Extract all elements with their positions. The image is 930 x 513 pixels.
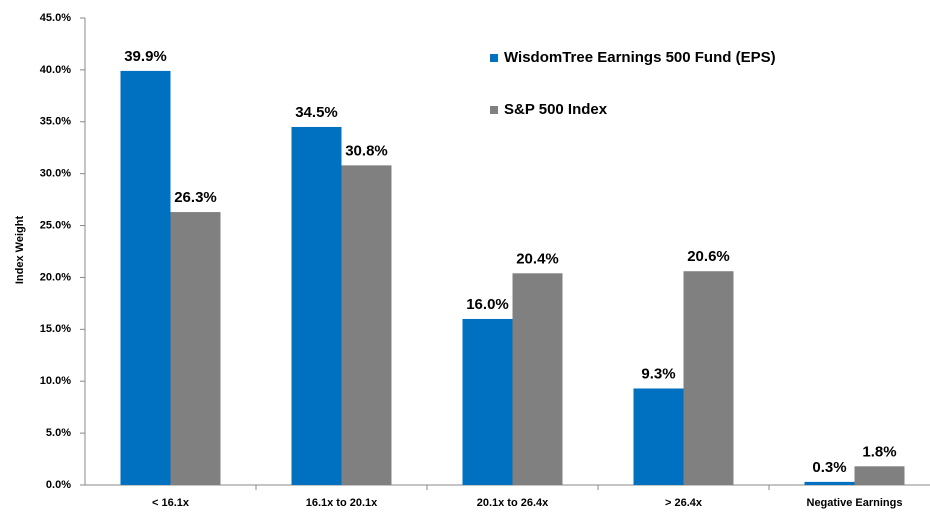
legend-label: WisdomTree Earnings 500 Fund (EPS) <box>504 49 776 66</box>
bar <box>341 165 392 485</box>
value-label: 0.3% <box>812 459 846 476</box>
value-label: 1.8% <box>862 443 896 460</box>
y-tick-label: 40.0% <box>40 64 71 76</box>
x-tick-label: < 16.1x <box>152 497 190 509</box>
value-label: 20.4% <box>516 250 559 267</box>
x-tick-label: > 26.4x <box>665 497 703 509</box>
value-label: 30.8% <box>345 142 388 159</box>
y-tick-label: 0.0% <box>46 479 71 491</box>
bar <box>462 318 513 485</box>
y-axis-label: Index Weight <box>14 216 26 285</box>
y-tick-label: 20.0% <box>40 271 71 283</box>
x-tick-label: 16.1x to 20.1x <box>306 497 378 509</box>
y-tick-label: 30.0% <box>40 168 71 180</box>
y-tick-label: 25.0% <box>40 219 71 231</box>
legend-label: S&P 500 Index <box>504 101 608 118</box>
x-tick-label: Negative Earnings <box>807 497 903 509</box>
value-label: 26.3% <box>174 189 217 206</box>
y-tick-label: 15.0% <box>40 323 71 335</box>
y-tick-label: 35.0% <box>40 116 71 128</box>
y-tick-label: 45.0% <box>40 12 71 24</box>
value-label: 16.0% <box>466 296 509 313</box>
y-tick-label: 5.0% <box>46 427 71 439</box>
legend-swatch <box>490 54 498 62</box>
x-tick-label: 20.1x to 26.4x <box>477 497 549 509</box>
bar <box>291 126 342 485</box>
bar <box>512 273 563 485</box>
value-label: 39.9% <box>124 48 167 65</box>
bar <box>804 481 855 485</box>
bar <box>633 388 684 485</box>
value-label: 20.6% <box>687 248 730 265</box>
bar <box>120 70 171 485</box>
bar <box>854 466 905 485</box>
legend-swatch <box>490 106 498 114</box>
value-label: 9.3% <box>641 365 675 382</box>
bar <box>170 212 221 485</box>
bar <box>683 271 734 485</box>
value-label: 34.5% <box>295 104 338 121</box>
y-tick-label: 10.0% <box>40 375 71 387</box>
